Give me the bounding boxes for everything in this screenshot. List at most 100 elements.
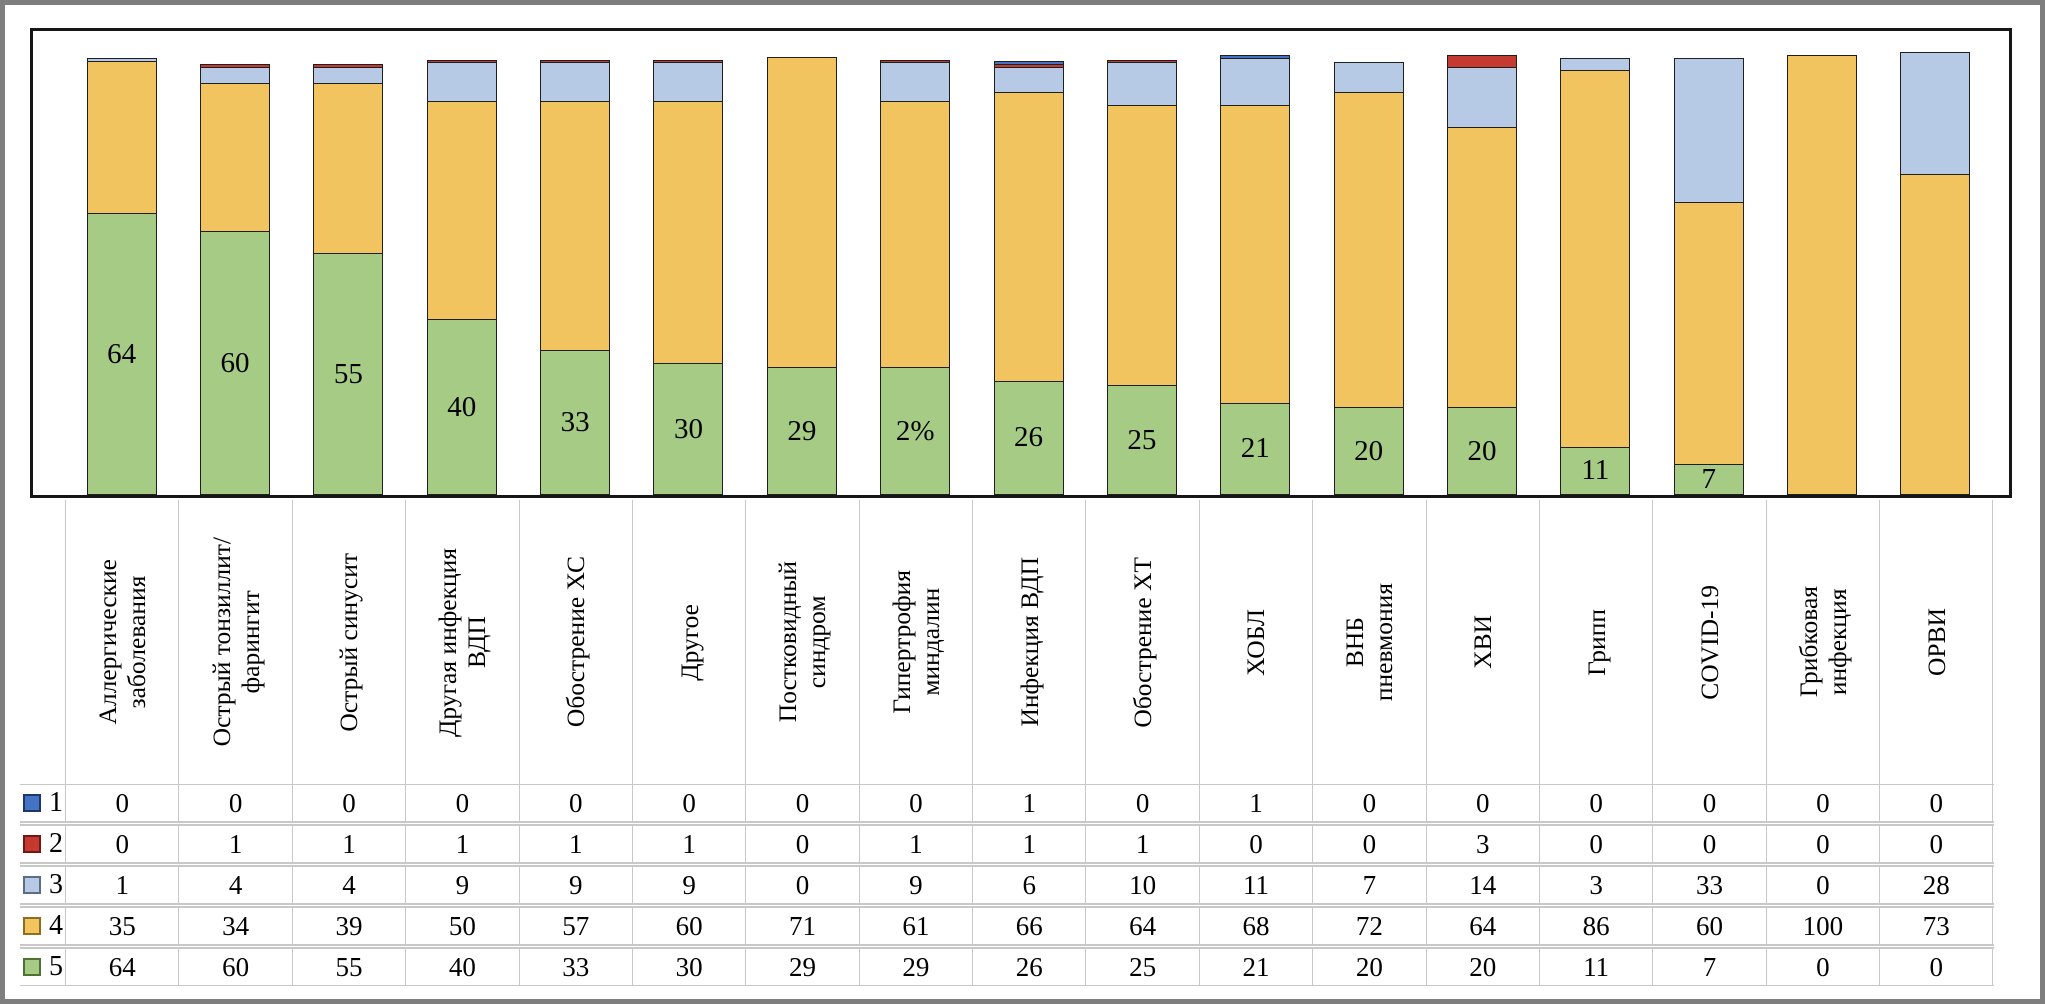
bar-value-label: 26 [1014, 421, 1044, 454]
bar-segment-series-5: 40 [426, 319, 497, 495]
bar-segment-series-5: 20 [1446, 407, 1517, 495]
bar-column: 40 [405, 59, 518, 495]
table-cell: 1 [1085, 826, 1198, 862]
bar-column: 11 [1539, 58, 1652, 495]
category-label: Грипп [1581, 608, 1611, 676]
table-cell: 1 [518, 826, 632, 862]
bar-stack: 33 [540, 59, 611, 495]
legend-series-label: 2 [49, 828, 63, 859]
bar-segment-series-5: 55 [313, 253, 384, 495]
bar-value-label: 25 [1127, 423, 1157, 456]
category-label: ХОБЛ [1241, 608, 1271, 676]
table-cell: 26 [972, 949, 1085, 985]
category-label-cell: ВНБ пневмония [1312, 500, 1425, 784]
legend-series-label: 5 [49, 951, 63, 982]
bar-column: 2% [859, 59, 972, 495]
bar-segment-series-5: 26 [993, 380, 1064, 495]
bar-segment-series-5: 20 [1333, 407, 1404, 495]
bar-segment-series-3 [426, 62, 497, 102]
bar-segment-series-4 [1673, 201, 1744, 466]
bar-segment-series-3 [200, 66, 271, 85]
legend-key-icon [23, 835, 41, 853]
bar-segment-series-3 [993, 66, 1064, 94]
legend-key-icon [23, 958, 41, 976]
bar-segment-series-3 [1220, 58, 1291, 107]
table-cell: 0 [1879, 949, 1994, 985]
table-cell: 60 [1652, 908, 1765, 944]
table-cell: 0 [1085, 785, 1198, 821]
table-cell: 0 [1538, 826, 1652, 862]
table-cell: 1 [972, 826, 1085, 862]
bar-stack: 55 [313, 63, 384, 495]
category-label: Острый синусит [334, 552, 364, 732]
plot-area: 64 60 55 40 33 30 29 2% 26 25 21 20 20 11 7 [30, 28, 2012, 498]
table-cell: 4 [291, 867, 405, 903]
table-cell: 34 [178, 908, 291, 944]
category-label-cell: Гипертрофия миндалин [858, 500, 972, 784]
table-cell: 1 [405, 826, 518, 862]
table-cell: 1 [972, 785, 1085, 821]
table-cell: 25 [1085, 949, 1198, 985]
bar-stack: 25 [1106, 59, 1177, 495]
bar-segment-series-4 [653, 100, 724, 365]
category-label-cell: Аллергические заболевания [65, 500, 178, 784]
table-cell: 64 [1425, 908, 1539, 944]
bar-segment-series-3 [880, 62, 951, 103]
bar-segment-series-5: 2% [880, 367, 951, 495]
table-cell: 68 [1198, 908, 1312, 944]
category-label-cell: Острый тонзиллит/ фарингит [178, 500, 291, 784]
table-cell: 0 [858, 785, 972, 821]
table-cell: 0 [1425, 785, 1539, 821]
table-cell: 0 [1765, 826, 1879, 862]
category-axis: Аллергические заболевания Острый тонзилли… [65, 500, 1994, 784]
bar-segment-series-5: 21 [1220, 402, 1291, 495]
table-cell: 7 [1652, 949, 1765, 985]
category-label-cell: Острый синусит [291, 500, 405, 784]
bar-segment-series-5: 64 [86, 213, 157, 495]
bar-stack: 64 [86, 58, 157, 495]
bar-value-label: 55 [333, 357, 363, 390]
legend-cell: 4 [20, 908, 65, 944]
table-cell: 0 [1652, 785, 1765, 821]
table-cell: 60 [178, 949, 291, 985]
table-cell: 10 [1085, 867, 1198, 903]
bar-segment-series-4 [1787, 55, 1858, 495]
category-label: Обострение ХТ [1128, 556, 1158, 728]
bar-value-label: 40 [447, 390, 477, 423]
table-cell: 55 [291, 949, 405, 985]
bar-segment-series-3 [540, 62, 611, 103]
bar-value-label: 2% [895, 414, 935, 447]
bar-stack: 2% [880, 59, 951, 495]
legend-series-label: 4 [49, 910, 63, 941]
table-cell: 20 [1425, 949, 1539, 985]
table-cell: 0 [1198, 826, 1312, 862]
table-cell: 1 [631, 826, 745, 862]
table-cell: 1 [858, 826, 972, 862]
table-cell: 1 [291, 826, 405, 862]
bar-stack: 60 [200, 63, 271, 495]
bar-stack: 30 [653, 59, 724, 495]
table-cell: 0 [1765, 949, 1879, 985]
bar-segment-series-3 [1446, 66, 1517, 129]
bar-segment-series-4 [1220, 104, 1291, 405]
table-cell: 0 [745, 867, 858, 903]
category-label-cell: COVID-19 [1652, 500, 1765, 784]
table-cell: 0 [1765, 867, 1879, 903]
bar-column [1879, 52, 1992, 495]
table-cell: 3 [1538, 867, 1652, 903]
table-cell: 71 [745, 908, 858, 944]
table-cell: 29 [745, 949, 858, 985]
bar-segment-series-3 [1673, 58, 1744, 204]
bar-column: 33 [518, 59, 631, 495]
table-cell: 1 [178, 826, 291, 862]
bar-stack: 20 [1446, 55, 1517, 495]
table-cell: 66 [972, 908, 1085, 944]
table-cell: 86 [1538, 908, 1652, 944]
bar-value-label: 30 [673, 412, 703, 445]
table-cell: 0 [1652, 826, 1765, 862]
table-cell: 0 [745, 785, 858, 821]
legend-series-label: 1 [49, 787, 63, 818]
legend-key-icon [23, 917, 41, 935]
